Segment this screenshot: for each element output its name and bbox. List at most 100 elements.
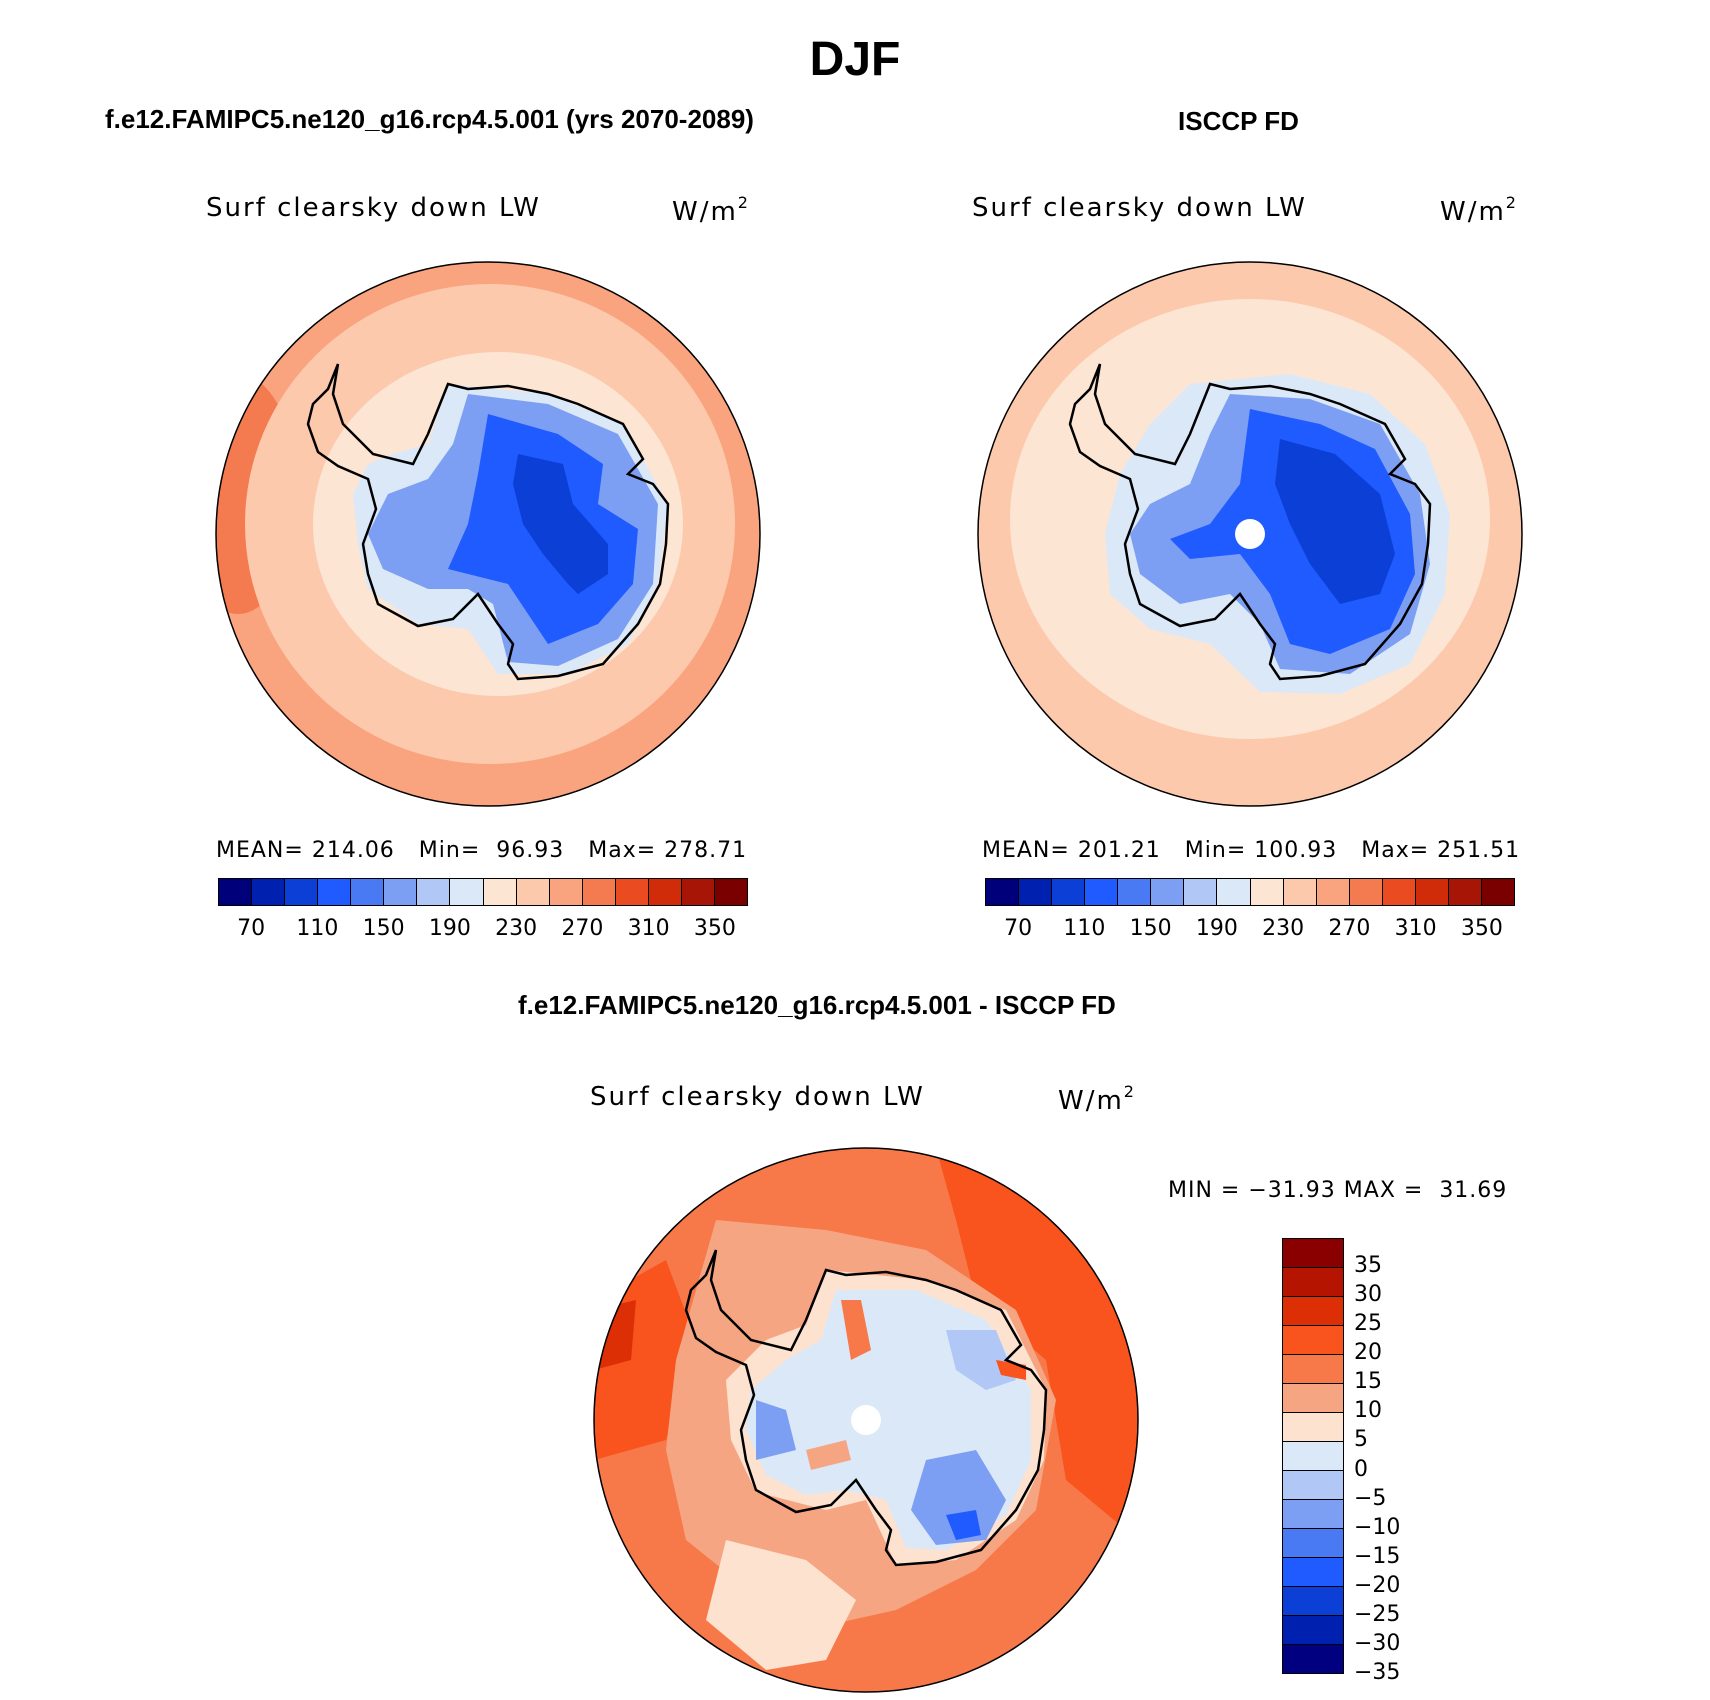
model-max-label: Max= [588,838,657,863]
model-variable-label: Surf clearsky down LW [206,193,541,223]
obs-panel-title: ISCCP FD [1178,106,1299,136]
diff-colorbar-tick-label: −15 [1354,1543,1401,1569]
diff-colorbar-tick-label: 25 [1354,1311,1382,1337]
diff-colorbar-segment [1283,1413,1343,1442]
model-colorbar-segment [615,879,649,905]
diff-colorbar-segment [1283,1500,1343,1529]
diff-stats: MIN = −31.93 MAX = 31.69 [1168,1178,1507,1203]
obs-map [977,261,1523,807]
obs-colorbar-tick-label: 150 [1129,916,1172,941]
obs-colorbar-segment [1283,879,1317,905]
obs-colorbar-segment [1184,879,1218,905]
model-antarctica-coastline [306,363,670,681]
model-colorbar-tick-label: 110 [296,916,339,941]
model-panel-title: f.e12.FAMIPC5.ne120_g16.rcp4.5.001 (yrs … [105,104,754,134]
diff-colorbar-segment [1283,1297,1343,1326]
obs-colorbar-segment [1382,879,1416,905]
main-title: DJF [809,33,901,86]
obs-colorbar-segment [1448,879,1482,905]
obs-units-label: W/m2 [1440,193,1516,227]
model-colorbar-tick-label: 350 [693,916,736,941]
obs-colorbar-tick-label: 70 [1004,916,1033,941]
obs-variable-label: Surf clearsky down LW [972,193,1307,223]
obs-colorbar-segment [1349,879,1383,905]
diff-colorbar-segment [1283,1471,1343,1500]
diff-units-base: W/m [1058,1086,1124,1116]
obs-min-value: 100.93 [1254,838,1338,863]
model-min-value: 96.93 [496,838,565,863]
model-colorbar [218,878,748,906]
diff-max-value: 31.69 [1439,1178,1508,1203]
model-colorbar-segment [483,879,517,905]
diff-colorbar-segment [1283,1355,1343,1384]
model-stats: MEAN= 214.06 Min= 96.93 Max= 278.71 [216,838,747,863]
diff-warm-streak-1 [841,1300,871,1360]
diff-colorbar-segment [1283,1616,1343,1645]
model-units-label: W/m2 [672,193,748,227]
obs-colorbar-segment [986,879,1020,905]
obs-colorbar-segment [1316,879,1350,905]
obs-colorbar-segment [1052,879,1086,905]
model-colorbar-segment [516,879,550,905]
model-colorbar-tick-label: 230 [495,916,538,941]
diff-colorbar-segment [1283,1442,1343,1471]
obs-colorbar-segment [1151,879,1185,905]
obs-colorbar-tick-label: 270 [1328,916,1371,941]
model-min-label: Min= [418,838,481,863]
diff-panel-title: f.e12.FAMIPC5.ne120_g16.rcp4.5.001 - ISC… [518,990,1116,1020]
model-colorbar-segment [648,879,682,905]
model-colorbar-segment [714,879,747,905]
diff-colorbar-tick-label: −30 [1354,1630,1401,1656]
diff-colorbar-tick-label: −25 [1354,1601,1401,1627]
model-max-value: 278.71 [664,838,748,863]
diff-colorbar-tick-label: 35 [1354,1253,1382,1279]
diff-colorbar-tick-label: 0 [1354,1456,1368,1482]
diff-colorbar-segment [1283,1384,1343,1413]
diff-strong-cool-patch [946,1510,981,1540]
diff-colorbar-segment [1283,1529,1343,1558]
obs-colorbar-tick-label: 310 [1394,916,1437,941]
model-colorbar-tick-label: 70 [237,916,266,941]
obs-colorbar-segment [1481,879,1514,905]
model-colorbar-tick-label: 190 [428,916,471,941]
diff-colorbar-segment [1283,1558,1343,1587]
obs-pole-hole [1235,519,1265,549]
model-colorbar-segment [549,879,583,905]
obs-colorbar-segment [1118,879,1152,905]
obs-colorbar-segment [1085,879,1119,905]
model-colorbar-tick-label: 310 [627,916,670,941]
obs-colorbar-tick-label: 230 [1262,916,1305,941]
diff-cool-patch-3 [756,1400,796,1460]
model-colorbar-segment [351,879,385,905]
diff-colorbar-tick-label: 5 [1354,1427,1368,1453]
diff-colorbar-tick-label: −10 [1354,1514,1401,1540]
diff-max-label: MAX = [1343,1178,1424,1203]
obs-colorbar-tick-label: 110 [1063,916,1106,941]
diff-variable-label: Surf clearsky down LW [590,1082,925,1112]
model-map [215,261,761,807]
model-colorbar-segment [384,879,418,905]
obs-stats: MEAN= 201.21 Min= 100.93 Max= 251.51 [982,838,1520,863]
obs-antarctica-coastline [1068,363,1432,681]
model-colorbar-tick-label: 150 [362,916,405,941]
model-colorbar-segment [681,879,715,905]
diff-colorbar-segment [1283,1645,1343,1673]
diff-map [593,1147,1139,1693]
model-colorbar-segment [252,879,286,905]
obs-colorbar-segment [1217,879,1251,905]
diff-colorbar-tick-label: 20 [1354,1340,1382,1366]
obs-units-base: W/m [1440,197,1506,227]
model-mean-value: 214.06 [311,838,395,863]
diff-colorbar-tick-label: −35 [1354,1660,1401,1685]
diff-warm-streak-3 [806,1440,851,1470]
model-colorbar-segment [318,879,352,905]
diff-colorbar-tick-label: 15 [1354,1369,1382,1395]
diff-colorbar-segment [1283,1268,1343,1297]
diff-pole-hole [851,1405,881,1435]
diff-colorbar-tick-label: 10 [1354,1398,1382,1424]
model-colorbar-segment [450,879,484,905]
model-colorbar-segment [582,879,616,905]
model-colorbar-tick-label: 270 [561,916,604,941]
model-colorbar-segment [417,879,451,905]
diff-colorbar-segment [1283,1326,1343,1355]
